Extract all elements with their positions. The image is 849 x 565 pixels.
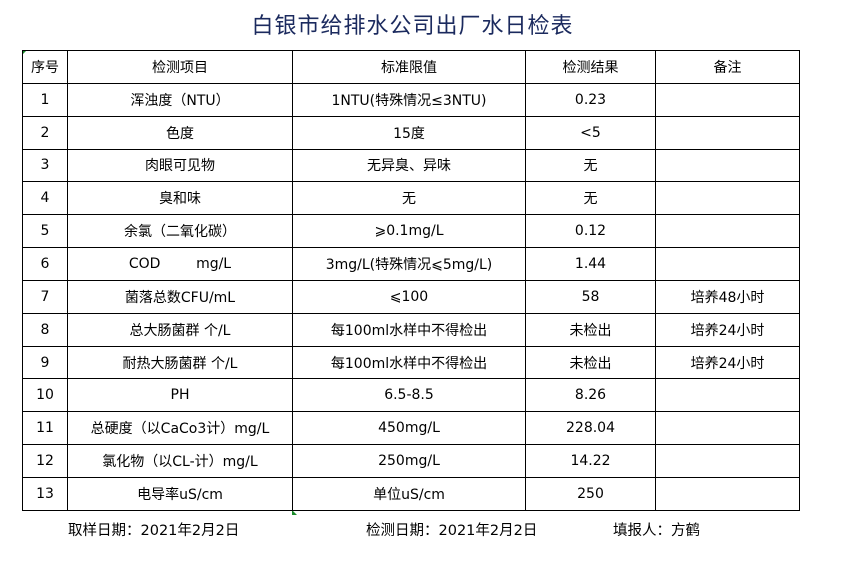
cell-limit: 450mg/L [292, 411, 526, 446]
cell-result: 无 [525, 181, 656, 216]
cell-index: 7 [22, 279, 68, 314]
cell-remark [655, 411, 800, 446]
header-remark: 备注 [655, 50, 800, 84]
cell-result: 0.23 [525, 82, 656, 117]
cell-item: 菌落总数CFU/mL [67, 279, 293, 314]
reporter: 填报人：方鹤 [613, 523, 700, 539]
cell-remark [655, 148, 800, 183]
cell-index: 6 [22, 247, 68, 281]
table-row: 7 菌落总数CFU/mL ⩽100 58 培养48小时 [22, 279, 800, 314]
cell-result: 未检出 [525, 345, 656, 380]
cell-item: 氯化物（以CL-计）mg/L [67, 444, 293, 478]
cell-result: 0.12 [525, 214, 656, 249]
header-index: 序号 [22, 50, 68, 84]
cell-limit: 无异臭、异味 [292, 148, 526, 183]
cell-index: 4 [22, 181, 68, 216]
cell-item: PH [67, 378, 293, 413]
cell-result: 1.44 [525, 247, 656, 281]
cell-index: 1 [22, 82, 68, 117]
cell-limit: 250mg/L [292, 444, 526, 478]
cell-limit: ⩽100 [292, 279, 526, 314]
table-row: 4 臭和味无无 [22, 181, 800, 216]
cell-limit: 单位uS/cm [292, 476, 526, 511]
cell-remark [655, 247, 800, 281]
table-row: 5 余氯（二氧化碳） ⩾0.1mg/L 0.12 [22, 214, 800, 249]
cell-item: 浑浊度（NTU） [67, 82, 293, 117]
table-row: 11 总硬度（以CaCo3计）mg/L 450mg/L 228.04 [22, 411, 800, 446]
cell-result: 228.04 [525, 411, 656, 446]
table-row: 6 COD mg/L 3mg/L(特殊情况⩽5mg/L) 1.44 [22, 247, 800, 281]
cell-remark [655, 444, 800, 478]
cell-remark [655, 82, 800, 117]
header-result: 检测结果 [525, 50, 656, 84]
cell-remark [655, 181, 800, 216]
cell-index: 12 [22, 444, 68, 478]
table-row: 9 耐热大肠菌群 个/L 每100ml水样中不得检出 未检出 培养24小时 [22, 345, 800, 380]
header-item: 检测项目 [67, 50, 293, 84]
cell-item: 肉眼可见物 [67, 148, 293, 183]
cell-remark: 培养24小时 [655, 312, 800, 347]
cell-result: 14.22 [525, 444, 656, 478]
cell-result: <5 [525, 115, 656, 150]
cell-result: 未检出 [525, 312, 656, 347]
cell-limit: 6.5-8.5 [292, 378, 526, 413]
cell-index: 8 [22, 312, 68, 347]
cell-item: COD mg/L [67, 247, 293, 281]
cell-item: 余氯（二氧化碳） [67, 214, 293, 249]
cell-remark: 培养48小时 [655, 279, 800, 314]
table-row: 13 电导率uS/cm 单位uS/cm 250 [22, 476, 800, 511]
page-title: 白银市给排水公司出厂水日检表 [251, 14, 574, 39]
cell-item: 色度 [67, 115, 293, 150]
cell-remark [655, 214, 800, 249]
cell-index: 9 [22, 345, 68, 380]
cell-item: 臭和味 [67, 181, 293, 216]
sampling-date: 取样日期：2021年2月2日 [68, 523, 240, 539]
inspection-table: 序号 检测项目 标准限值 检测结果 备注 1 浑浊度（NTU） 1NTU(特殊情况≤… [22, 50, 800, 511]
cell-item: 耐热大肠菌群 个/L [67, 345, 293, 380]
test-date: 检测日期：2021年2月2日 [366, 523, 538, 539]
cell-index: 11 [22, 411, 68, 446]
cell-limit: ⩾0.1mg/L [292, 214, 526, 249]
cell-limit: 无 [292, 181, 526, 216]
table-row: 8 总大肠菌群 个/L 每100ml水样中不得检出 未检出 培养24小时 [22, 312, 800, 347]
cell-remark [655, 476, 800, 511]
table-header-row: 序号 检测项目 标准限值 检测结果 备注 [22, 50, 800, 84]
table-row: 10 PH 6.5-8.5 8.26 [22, 378, 800, 413]
cell-index: 3 [22, 148, 68, 183]
cell-result: 250 [525, 476, 656, 511]
cell-index: 10 [22, 378, 68, 413]
cell-index: 5 [22, 214, 68, 249]
cell-remark [655, 115, 800, 150]
cell-item: 总大肠菌群 个/L [67, 312, 293, 347]
cell-index: 2 [22, 115, 68, 150]
cell-limit: 3mg/L(特殊情况⩽5mg/L) [292, 247, 526, 281]
cell-item: 总硬度（以CaCo3计）mg/L [67, 411, 293, 446]
table-row: 2 色度 15度 <5 [22, 115, 800, 150]
table-row: 1 浑浊度（NTU） 1NTU(特殊情况≤3NTU) 0.23 [22, 82, 800, 117]
cell-index: 13 [22, 476, 68, 511]
cell-result: 无 [525, 148, 656, 183]
cell-limit: 每100ml水样中不得检出 [292, 345, 526, 380]
cell-remark: 培养24小时 [655, 345, 800, 380]
cell-item: 电导率uS/cm [67, 476, 293, 511]
cell-limit: 15度 [292, 115, 526, 150]
cell-limit: 每100ml水样中不得检出 [292, 312, 526, 347]
table-row: 12 氯化物（以CL-计）mg/L 250mg/L 14.22 [22, 444, 800, 478]
cell-result: 58 [525, 279, 656, 314]
cell-result: 8.26 [525, 378, 656, 413]
cell-remark [655, 378, 800, 413]
header-limit: 标准限值 [292, 50, 526, 84]
cell-limit: 1NTU(特殊情况≤3NTU) [292, 82, 526, 117]
cell-comment-marker [292, 510, 297, 515]
table-row: 3 肉眼可见物 无异臭、异味无 [22, 148, 800, 183]
